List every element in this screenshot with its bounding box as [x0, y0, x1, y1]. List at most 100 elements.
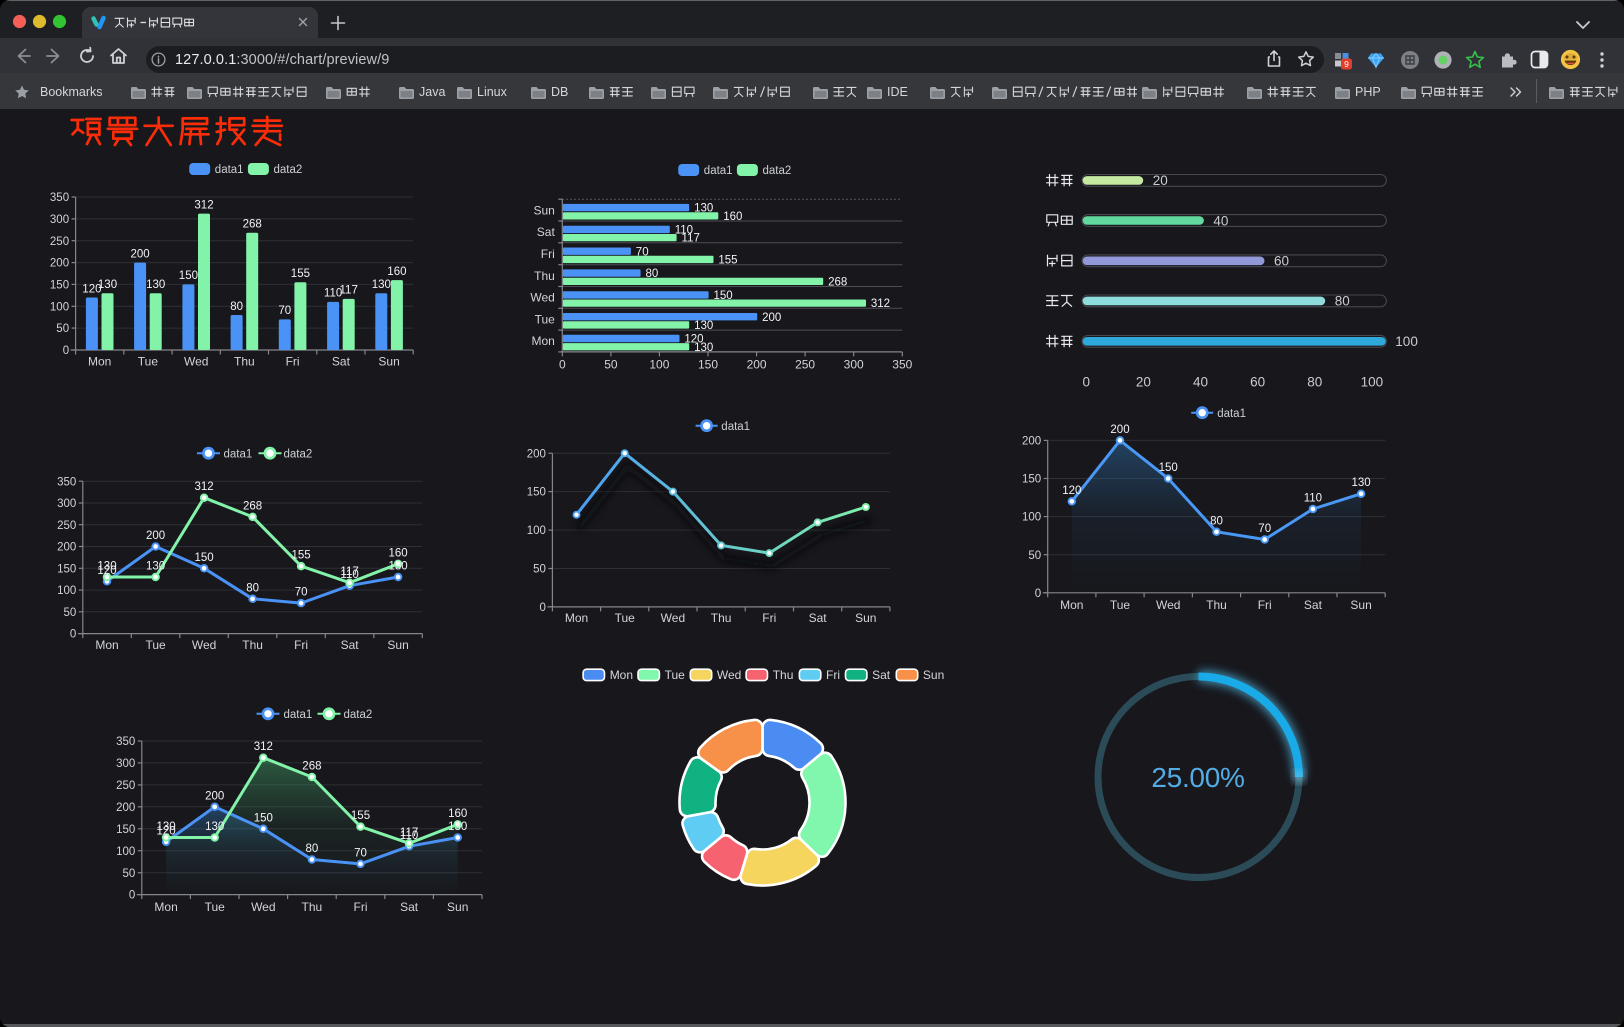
svg-text:50: 50 — [56, 323, 69, 335]
svg-text:Tue: Tue — [1110, 598, 1131, 612]
svg-text:Wed: Wed — [1156, 598, 1180, 612]
svg-text:200: 200 — [762, 312, 781, 324]
svg-text:110: 110 — [675, 225, 693, 237]
svg-text:130: 130 — [694, 342, 713, 354]
svg-text:Sun: Sun — [447, 900, 468, 914]
svg-text:80: 80 — [246, 582, 259, 594]
svg-text:Sat: Sat — [400, 900, 419, 914]
svg-text:Fri: Fri — [354, 900, 368, 914]
svg-text:Wed: Wed — [717, 668, 741, 682]
svg-text:130: 130 — [97, 561, 116, 573]
svg-text:0: 0 — [1035, 588, 1041, 600]
svg-text:250: 250 — [795, 357, 815, 371]
svg-text:150: 150 — [714, 290, 733, 302]
svg-text:155: 155 — [351, 810, 370, 822]
svg-text:312: 312 — [871, 298, 890, 310]
svg-text:Fri: Fri — [762, 611, 776, 625]
svg-text:0: 0 — [70, 629, 76, 641]
svg-text:160: 160 — [448, 808, 467, 820]
svg-text:350: 350 — [892, 357, 912, 371]
svg-text:Sun: Sun — [1350, 598, 1371, 612]
svg-text:Fri: Fri — [541, 247, 555, 261]
svg-text:130: 130 — [694, 203, 713, 215]
svg-text:Thu: Thu — [302, 900, 323, 914]
svg-text:data2: data2 — [763, 165, 792, 177]
svg-text:Sat: Sat — [332, 354, 351, 368]
svg-text:120: 120 — [157, 825, 176, 837]
svg-text:155: 155 — [718, 255, 737, 267]
svg-text:120: 120 — [1062, 485, 1081, 497]
svg-text:25.00%: 25.00% — [1151, 762, 1244, 793]
svg-text:130: 130 — [372, 279, 391, 291]
svg-text:268: 268 — [243, 500, 262, 512]
svg-text:100: 100 — [1395, 334, 1418, 349]
svg-text:Mon: Mon — [610, 668, 633, 682]
svg-text:data2: data2 — [344, 709, 373, 721]
svg-text:130: 130 — [98, 279, 117, 291]
svg-text:70: 70 — [278, 305, 291, 317]
svg-text:300: 300 — [844, 357, 864, 371]
svg-text:100: 100 — [649, 357, 669, 371]
svg-text:250: 250 — [57, 520, 76, 532]
svg-text:70: 70 — [354, 847, 367, 859]
svg-text:150: 150 — [116, 824, 135, 836]
svg-text:117: 117 — [400, 827, 418, 839]
svg-text:200: 200 — [1022, 436, 1041, 448]
svg-text:Tue: Tue — [138, 354, 159, 368]
svg-text:150: 150 — [698, 357, 718, 371]
svg-text:200: 200 — [131, 248, 150, 260]
svg-text:100: 100 — [116, 846, 135, 858]
svg-text:Tue: Tue — [145, 638, 166, 652]
svg-text:Sun: Sun — [387, 638, 408, 652]
svg-text:155: 155 — [292, 550, 311, 562]
svg-text:130: 130 — [146, 279, 165, 291]
svg-text:268: 268 — [828, 276, 847, 288]
svg-text:0: 0 — [539, 602, 545, 614]
svg-text:155: 155 — [291, 268, 310, 280]
svg-text:50: 50 — [533, 564, 546, 576]
svg-text:0: 0 — [63, 345, 69, 357]
svg-text:100: 100 — [50, 301, 69, 313]
svg-text:70: 70 — [636, 246, 649, 258]
svg-text:80: 80 — [1307, 374, 1322, 389]
svg-text:data1: data1 — [224, 448, 253, 460]
svg-text:100: 100 — [1022, 512, 1041, 524]
svg-text:200: 200 — [116, 802, 135, 814]
svg-text:120: 120 — [82, 283, 101, 295]
svg-text:130: 130 — [157, 821, 176, 833]
svg-text:9: 9 — [1344, 59, 1349, 69]
svg-text:130: 130 — [205, 821, 224, 833]
svg-text:0: 0 — [1083, 374, 1091, 389]
svg-text:130: 130 — [389, 561, 408, 573]
svg-text:70: 70 — [295, 587, 308, 599]
svg-text:70: 70 — [1258, 523, 1271, 535]
svg-text:Tue: Tue — [535, 312, 556, 326]
svg-text:Mon: Mon — [154, 900, 177, 914]
svg-text:130: 130 — [694, 320, 713, 332]
svg-text:350: 350 — [57, 476, 76, 488]
svg-text:300: 300 — [57, 498, 76, 510]
svg-text:160: 160 — [389, 547, 408, 559]
svg-text:60: 60 — [1274, 254, 1289, 269]
svg-text:Mon: Mon — [88, 354, 111, 368]
svg-text:200: 200 — [50, 258, 69, 270]
svg-text:Sat: Sat — [537, 225, 556, 239]
svg-text:0: 0 — [129, 890, 135, 902]
svg-text:Sat: Sat — [872, 668, 891, 682]
svg-text:150: 150 — [254, 812, 273, 824]
svg-text:300: 300 — [50, 214, 69, 226]
svg-text:Tue: Tue — [205, 900, 226, 914]
svg-text:200: 200 — [527, 448, 546, 460]
svg-text:150: 150 — [195, 552, 214, 564]
svg-text:Wed: Wed — [192, 638, 216, 652]
svg-text:data1: data1 — [1217, 408, 1246, 420]
svg-text:80: 80 — [306, 843, 319, 855]
svg-text:Tue: Tue — [615, 611, 636, 625]
svg-text:60: 60 — [1250, 374, 1265, 389]
svg-text:data2: data2 — [274, 164, 303, 176]
svg-text:160: 160 — [387, 266, 406, 278]
svg-text:117: 117 — [340, 285, 358, 297]
svg-text:Thu: Thu — [711, 611, 732, 625]
svg-text:Mon: Mon — [531, 334, 554, 348]
svg-text:Sun: Sun — [378, 354, 399, 368]
